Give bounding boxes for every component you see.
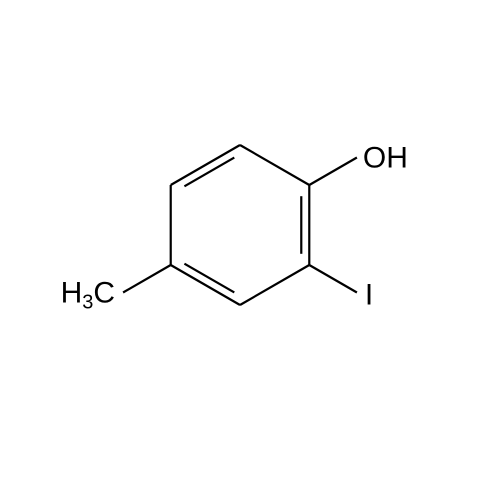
iodine-label: I	[365, 279, 373, 312]
chemical-structure-diagram: OH I H3C	[0, 0, 500, 500]
ring-bond	[171, 145, 240, 185]
substituent-bond	[309, 158, 357, 186]
ring-bond	[240, 265, 309, 305]
ring-bond	[171, 265, 240, 305]
ring-bond	[240, 145, 309, 185]
methyl-label: H3C	[61, 277, 115, 314]
substituent-bond	[309, 265, 357, 293]
substituent-bond	[123, 265, 171, 293]
hydroxyl-label: OH	[363, 142, 408, 175]
